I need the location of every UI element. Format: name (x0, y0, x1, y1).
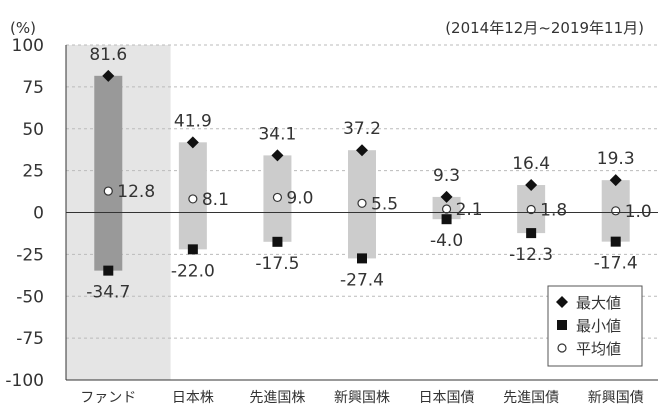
max-marker (525, 179, 538, 192)
max-value-label: 41.9 (174, 111, 212, 131)
avg-marker (103, 186, 113, 196)
y-tick-label: 50 (22, 120, 44, 140)
avg-marker (441, 204, 452, 214)
min-value-label: -17.5 (255, 254, 299, 274)
avg-value-label: 1.8 (540, 200, 567, 220)
min-value-label: -17.4 (594, 254, 638, 274)
legend-avg-marker (557, 343, 567, 353)
max-value-label: 16.4 (512, 154, 550, 174)
avg-marker (611, 206, 621, 216)
avg-value-label: 5.5 (371, 194, 398, 214)
max-marker (102, 69, 115, 82)
y-tick-label: 0 (33, 204, 44, 224)
avg-value-label: 8.1 (202, 190, 229, 210)
min-marker (610, 236, 621, 247)
x-tick-label: 日本株 (172, 390, 214, 406)
legend-max-marker (556, 296, 568, 308)
max-marker (609, 174, 622, 187)
max-marker (356, 144, 368, 157)
min-value-label: -12.3 (509, 245, 553, 265)
period-label: (2014年12月~2019年11月) (445, 19, 644, 37)
avg-marker (272, 192, 283, 203)
min-value-label: -34.7 (86, 283, 130, 303)
x-tick-label: 新興国債 (588, 390, 644, 406)
legend-min-marker (557, 320, 567, 330)
y-tick-label: -100 (5, 371, 44, 391)
avg-value-label: 9.0 (286, 188, 313, 208)
min-value-label: -4.0 (430, 231, 463, 251)
min-marker (441, 214, 452, 225)
min-marker (526, 228, 537, 239)
x-tick-label: ファンド (80, 390, 136, 406)
avg-value-label: 12.8 (117, 182, 155, 202)
range-bar (94, 75, 123, 271)
max-marker (440, 190, 453, 203)
legend: 最大値 最小値 平均値 (547, 285, 643, 367)
y-tick-label: 25 (22, 162, 44, 182)
legend-min-label: 最小値 (576, 317, 621, 335)
y-tick-label: -75 (16, 329, 44, 349)
max-value-label: 34.1 (258, 124, 296, 144)
max-value-label: 81.6 (89, 45, 127, 65)
unit-label: (%) (10, 19, 36, 37)
x-tick-label: 先進国債 (503, 390, 559, 406)
max-value-label: 19.3 (597, 149, 635, 169)
max-value-label: 37.2 (343, 119, 381, 139)
avg-marker (357, 198, 367, 208)
y-tick-label: 75 (22, 78, 44, 98)
y-tick-label: 100 (12, 36, 44, 56)
x-tick-label: 先進国株 (249, 390, 305, 406)
max-marker (186, 136, 199, 149)
legend-max-label: 最大値 (576, 294, 621, 312)
max-marker (271, 149, 284, 162)
x-tick-label: 新興国株 (334, 390, 390, 406)
y-tick-label: -25 (16, 245, 44, 265)
y-tick-label: -50 (16, 287, 44, 307)
avg-value-label: 1.0 (625, 202, 652, 222)
legend-avg-label: 平均値 (576, 340, 621, 358)
min-marker (357, 253, 367, 264)
avg-marker (526, 204, 536, 215)
min-marker (103, 265, 114, 276)
max-value-label: 9.3 (433, 166, 460, 186)
avg-value-label: 2.1 (456, 200, 483, 220)
min-marker (187, 244, 198, 255)
min-value-label: -22.0 (171, 261, 215, 281)
min-marker (272, 236, 283, 247)
min-value-label: -27.4 (340, 270, 384, 290)
avg-marker (188, 194, 198, 204)
x-tick-label: 日本国債 (419, 390, 475, 406)
